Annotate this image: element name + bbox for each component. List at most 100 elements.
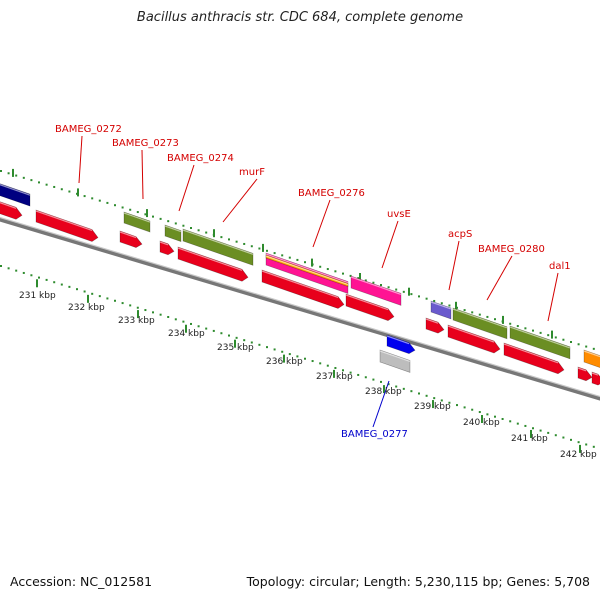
tick-dot <box>159 217 162 220</box>
cds-bameg-0277-rev-highlight <box>379 350 411 363</box>
tick-dot <box>539 429 542 432</box>
tick-dot <box>68 190 71 193</box>
tick-dot <box>372 281 375 284</box>
tick-dot <box>212 329 215 332</box>
tick-dot <box>304 261 306 264</box>
tick-dot <box>266 249 268 252</box>
ruler-label-238: 238 kbp <box>365 387 402 397</box>
tick-dot <box>440 399 443 402</box>
tick-dot <box>448 401 451 404</box>
tick-dot <box>319 265 322 268</box>
tick-dot <box>91 292 94 295</box>
cds-0274b-highlight <box>159 241 169 246</box>
cds-0273-highlight <box>35 210 93 232</box>
gene-label-bameg_0274: BAMEG_0274 <box>167 153 234 164</box>
tick-dot <box>478 313 481 316</box>
tick-dot <box>463 406 466 409</box>
tick-dot <box>98 199 101 202</box>
leader-acps <box>448 240 460 291</box>
tick-dot <box>585 443 588 446</box>
gene-bameg-0277-rev-highlight <box>386 335 410 345</box>
tick-dot <box>539 331 542 334</box>
ruler-labels: 231 kbp 232 kbp 233 kbp 234 kbp 235 kbp 236 k… <box>19 291 597 460</box>
cds-0274b <box>159 240 175 256</box>
ruler-label-240: 240 kbp <box>463 418 500 428</box>
tick-dot <box>448 304 451 307</box>
tick-dot <box>562 338 565 341</box>
tick-dot <box>395 385 398 388</box>
leader-bameg_0274 <box>178 164 195 212</box>
tick-dot <box>425 394 428 397</box>
leader-bameg_0276 <box>312 199 331 248</box>
tick-dot <box>592 445 595 448</box>
tick-dot <box>418 392 420 395</box>
accession-text: Accession: NC_012581 <box>10 574 153 589</box>
tick-dot <box>76 288 78 291</box>
tick-dot <box>190 322 192 325</box>
tick-dot <box>30 274 33 277</box>
cds-0272-highlight <box>0 202 17 209</box>
tick-dot <box>326 364 329 367</box>
tick-dot <box>357 373 360 376</box>
tick-dot <box>144 213 147 216</box>
inner-tick-track <box>0 265 595 453</box>
leader-dal1 <box>547 272 559 322</box>
tick-dot <box>486 315 489 318</box>
tick-dot <box>159 313 162 316</box>
tick-dot <box>53 281 56 284</box>
backbone-highlight <box>0 216 600 398</box>
tick-dot <box>205 231 208 234</box>
tick-dot <box>288 256 291 259</box>
tick-dot <box>532 427 534 430</box>
ruler-label-233: 233 kbp <box>118 316 155 326</box>
gene-dal1 <box>509 325 571 360</box>
cds-0272 <box>0 201 23 220</box>
tick-dot <box>547 334 550 337</box>
tick-dot <box>486 413 489 416</box>
tick-dot <box>235 336 238 339</box>
gene-bameg-0273 <box>123 211 151 233</box>
tick-dot <box>494 318 496 321</box>
ruler-label-241: 241 kbp <box>511 434 548 444</box>
tick-dot <box>281 254 284 257</box>
gene-label-uvse: uvsE <box>387 209 411 220</box>
tick-dot <box>83 290 86 293</box>
tick-dot <box>478 411 481 414</box>
feature-track <box>0 183 600 386</box>
tick-dot <box>387 286 390 289</box>
tick-dot <box>326 268 329 271</box>
gene-label-acps: acpS <box>448 229 472 240</box>
tick-dot <box>304 357 306 360</box>
tick-dot <box>235 240 238 243</box>
leader-uvse <box>381 220 399 269</box>
tick-dot <box>349 371 352 374</box>
ruler-label-242: 242 kbp <box>560 450 597 460</box>
tick-dot <box>190 227 192 229</box>
leader-bameg_0277 <box>372 380 390 428</box>
tick-dot <box>509 420 512 423</box>
gene-acps <box>430 300 452 320</box>
gene-bameg-0273-highlight <box>123 212 151 223</box>
tick-dot <box>106 201 109 204</box>
gene-bameg-0274-highlight <box>164 225 182 233</box>
tick-dot <box>456 404 458 407</box>
tick-dot <box>22 271 25 274</box>
tick-dot <box>174 318 177 321</box>
tick-dot <box>402 387 405 390</box>
tick-dot <box>372 378 375 381</box>
tick-dot <box>342 272 344 275</box>
tick-dot <box>418 295 420 298</box>
ruler-label-237: 237 kbp <box>316 372 353 382</box>
ruler-label-234: 234 kbp <box>168 329 205 339</box>
cds-next2 <box>591 371 600 386</box>
tick-dot <box>220 332 223 335</box>
tick-dot <box>136 306 139 309</box>
ruler-label-231: 231 kbp <box>19 291 56 301</box>
leader-bameg_0272 <box>78 135 83 184</box>
gene-label-bameg_0272: BAMEG_0272 <box>55 124 122 135</box>
tick-dot <box>205 327 208 330</box>
cds-uvse <box>345 293 395 321</box>
map-title: Bacillus anthracis str. CDC 684, complet… <box>136 10 464 25</box>
ruler-label-235: 235 kbp <box>217 343 254 353</box>
tick-dot <box>91 197 94 200</box>
